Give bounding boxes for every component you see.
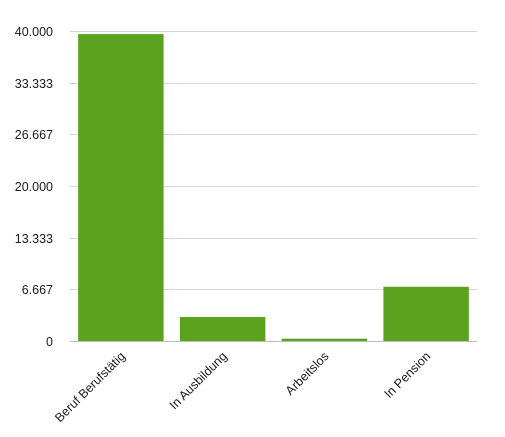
- bar: [383, 286, 469, 341]
- bar: [78, 34, 164, 341]
- x-axis-tick-labels: Beruf Berufstätig In Ausbildung Arbeitslos…: [52, 349, 433, 425]
- y-axis-tick-labels: 0 6.667 13.333 20.000 26.667 33.333 40.000: [15, 25, 53, 349]
- x-tick-label: In Pension: [382, 349, 434, 401]
- y-tick-label: 13.333: [15, 232, 53, 246]
- bars: [78, 34, 469, 341]
- bar: [281, 338, 368, 341]
- x-tick-label: In Ausbildung: [167, 349, 230, 412]
- y-tick-label: 26.667: [15, 128, 53, 142]
- y-tick-label: 40.000: [15, 25, 53, 39]
- x-tick-label: Beruf Berufstätig: [52, 349, 128, 425]
- bar: [179, 316, 266, 341]
- y-tick-label: 6.667: [22, 283, 53, 297]
- y-tick-label: 0: [46, 335, 53, 349]
- y-tick-label: 20.000: [15, 180, 53, 194]
- y-tick-label: 33.333: [15, 77, 53, 91]
- x-tick-label: Arbeitslos: [283, 349, 332, 398]
